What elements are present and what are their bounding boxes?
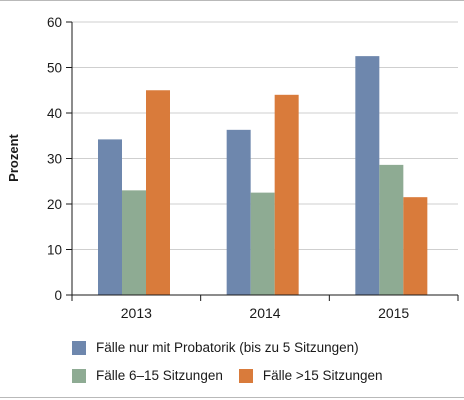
y-tick-label-50: 50 <box>47 61 62 76</box>
x-tick-label-2013: 2013 <box>121 305 152 321</box>
y-tick-label-0: 0 <box>54 288 62 303</box>
bars <box>98 56 428 295</box>
bar-2015-series-2 <box>379 164 404 295</box>
bar-2013-series-1 <box>98 139 122 295</box>
bar-2013-series-3 <box>146 90 170 295</box>
legend-label-probatorik: Fälle nur mit Probatorik (bis zu 5 Sitzu… <box>96 340 359 355</box>
bar-2014-series-3 <box>274 94 299 295</box>
legend-label-6-15: Fälle 6–15 Sitzungen <box>96 368 223 383</box>
y-axis-label: Prozent <box>6 133 21 181</box>
axes: 0 10 20 30 40 50 60 2013 2014 2015 <box>47 15 459 321</box>
legend-swatch-6-15 <box>72 368 86 383</box>
x-tick-label-2015: 2015 <box>378 305 409 321</box>
legend-row-1: Fälle nur mit Probatorik (bis zu 5 Sitzu… <box>72 340 375 355</box>
bar-2014-series-1 <box>226 129 251 295</box>
y-tick-label-30: 30 <box>47 152 62 167</box>
legend-row-2: Fälle 6–15 Sitzungen Fälle >15 Sitzungen <box>72 368 399 383</box>
legend-item-over-15: Fälle >15 Sitzungen <box>238 368 383 383</box>
y-tick-label-40: 40 <box>47 106 62 121</box>
legend-item-6-15: Fälle 6–15 Sitzungen <box>72 368 223 383</box>
bar-2015-series-3 <box>403 197 428 295</box>
bar-chart: 0 10 20 30 40 50 60 2013 2014 2015 Prozent <box>6 15 459 321</box>
y-tick-label-10: 10 <box>47 243 62 258</box>
x-tick-label-2014: 2014 <box>249 305 280 321</box>
legend-label-over-15: Fälle >15 Sitzungen <box>262 368 383 383</box>
y-tick-label-60: 60 <box>47 15 62 30</box>
bar-2014-series-2 <box>250 192 275 295</box>
bottom-divider <box>0 397 464 398</box>
top-divider <box>0 0 464 1</box>
legend-item-probatorik: Fälle nur mit Probatorik (bis zu 5 Sitzu… <box>72 340 359 355</box>
bar-2015-series-1 <box>355 56 380 295</box>
y-tick-label-20: 20 <box>47 197 62 212</box>
legend-swatch-probatorik <box>72 340 86 355</box>
bar-2013-series-2 <box>122 190 146 295</box>
legend-swatch-over-15 <box>238 368 253 383</box>
